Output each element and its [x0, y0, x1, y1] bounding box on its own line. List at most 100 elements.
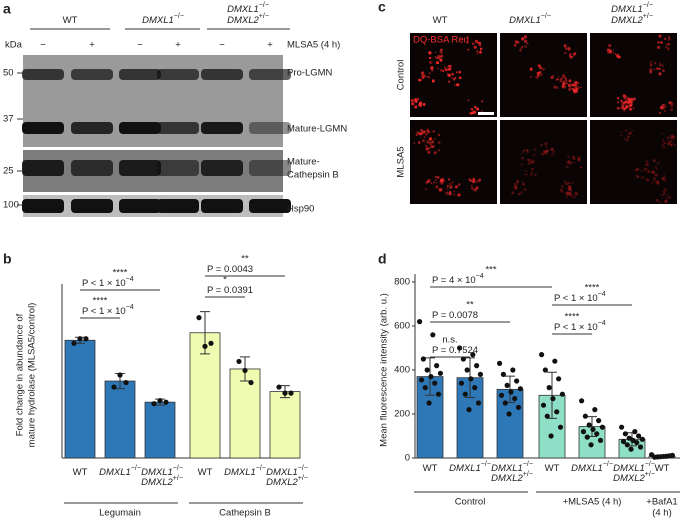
puncta: [635, 167, 639, 171]
puncta: [457, 193, 461, 197]
puncta: [513, 44, 516, 47]
data-point: [559, 391, 566, 397]
puncta: [520, 163, 523, 166]
blot-band: [71, 199, 113, 213]
data-point: [417, 319, 423, 325]
gene: DMXL1: [266, 467, 298, 478]
puncta: [660, 107, 663, 110]
data-point: [464, 367, 470, 373]
puncta: [671, 135, 675, 140]
data-point: [208, 340, 214, 346]
p-exponent: −4: [126, 304, 134, 311]
puncta: [440, 181, 444, 185]
kda-marker: 25: [3, 166, 14, 177]
data-point: [636, 433, 642, 439]
data-point: [276, 384, 282, 390]
puncta: [565, 165, 569, 169]
puncta: [437, 141, 441, 145]
genotype-label: WT: [198, 467, 213, 478]
micrograph: [590, 33, 677, 117]
puncta: [568, 49, 570, 52]
significance: ****: [113, 268, 128, 279]
puncta: [662, 189, 667, 194]
puncta: [434, 56, 437, 58]
puncta: [530, 167, 534, 171]
data-point: [622, 431, 628, 437]
puncta: [428, 131, 431, 134]
data-point: [579, 398, 585, 404]
genotype-label: DMXL1−/−: [491, 461, 533, 473]
gene: DMXL1: [509, 15, 541, 26]
puncta: [551, 148, 555, 152]
puncta: [606, 48, 611, 52]
puncta: [568, 194, 570, 196]
puncta: [656, 180, 660, 184]
puncta: [451, 76, 453, 79]
puncta: [569, 191, 572, 194]
puncta: [471, 42, 475, 45]
gene: DMXL2: [266, 477, 298, 488]
puncta: [437, 67, 439, 70]
puncta: [662, 141, 664, 143]
puncta: [667, 142, 670, 146]
data-point: [597, 437, 604, 443]
puncta: [576, 85, 580, 90]
p-text: P < 1 × 10: [82, 306, 126, 317]
data-point: [552, 358, 558, 364]
puncta: [514, 43, 517, 47]
puncta: [529, 161, 532, 164]
genotype-label: DMXL1−/−: [99, 465, 141, 477]
puncta: [458, 70, 462, 74]
data-point: [475, 400, 482, 406]
puncta: [453, 193, 456, 196]
puncta: [515, 187, 518, 190]
puncta: [523, 173, 526, 176]
puncta: [466, 41, 469, 45]
puncta: [544, 153, 547, 156]
puncta: [650, 64, 653, 67]
puncta: [665, 43, 670, 47]
puncta: [628, 102, 632, 106]
puncta: [471, 111, 475, 115]
puncta: [653, 176, 656, 180]
blot-band: [119, 69, 161, 80]
puncta: [447, 73, 451, 77]
gene: DMXL2: [227, 15, 259, 26]
y-tick-label: 0: [405, 453, 410, 464]
puncta: [541, 152, 545, 156]
puncta: [530, 173, 532, 176]
data-point: [626, 435, 632, 441]
puncta: [475, 186, 479, 190]
genotype-label: DMXL2+/−: [613, 471, 655, 483]
puncta: [663, 179, 666, 182]
puncta: [524, 170, 527, 172]
puncta: [657, 41, 660, 44]
puncta: [632, 107, 635, 110]
significance: ***: [485, 265, 496, 276]
p-text: P < 1 × 10: [554, 322, 598, 333]
puncta: [545, 149, 549, 153]
genotype-label: WT: [545, 463, 560, 474]
genotype-label: DMXL1−/−: [141, 465, 183, 477]
puncta: [446, 186, 449, 189]
data-point: [434, 363, 440, 369]
kda-label: kDa: [5, 40, 23, 51]
puncta: [523, 149, 526, 152]
puncta: [564, 85, 566, 88]
puncta: [526, 42, 529, 45]
sign: +: [175, 40, 181, 51]
puncta: [577, 156, 581, 160]
puncta: [563, 85, 567, 89]
puncta: [532, 168, 535, 170]
puncta: [659, 160, 661, 163]
puncta: [658, 111, 662, 115]
panel-letter: b: [3, 251, 12, 267]
puncta: [522, 37, 524, 39]
puncta: [448, 80, 451, 83]
puncta: [520, 191, 523, 194]
data-point: [651, 454, 658, 460]
puncta: [568, 79, 572, 83]
puncta: [446, 65, 449, 68]
blot-band: [22, 69, 64, 80]
genotype-label: DMXL2+/−: [141, 475, 183, 487]
